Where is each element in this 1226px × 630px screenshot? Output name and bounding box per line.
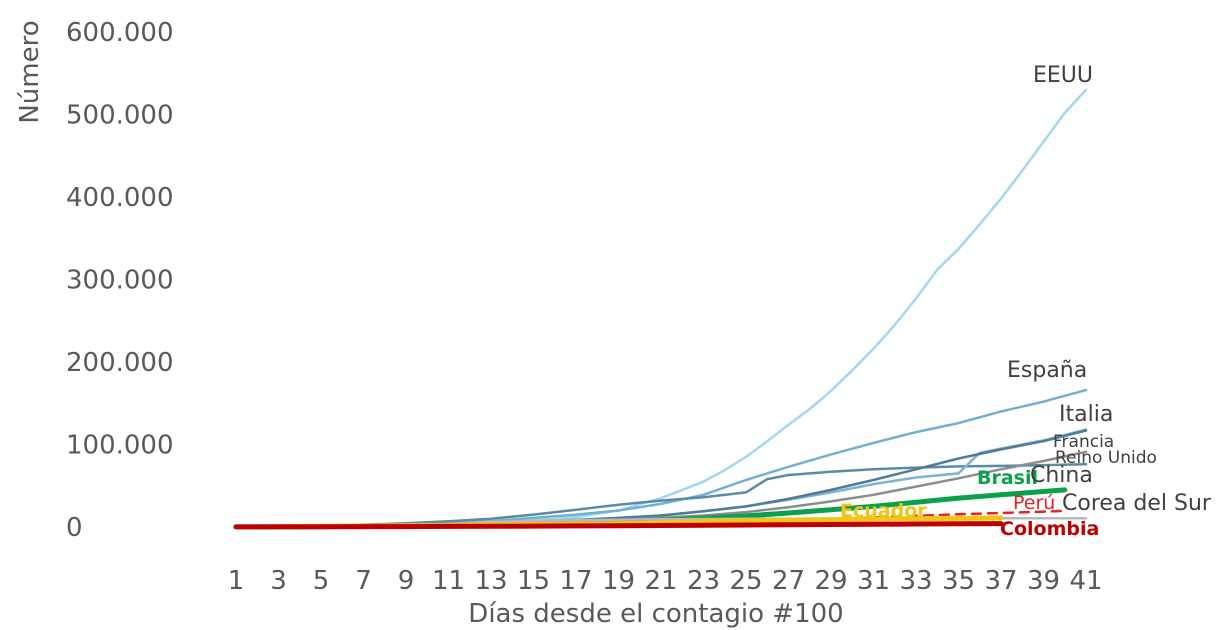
y-axis-ticks: 0 100.000 200.000 300.000 400.000 500.000 600.… <box>66 18 174 543</box>
y-tick-label: 100.000 <box>66 431 174 461</box>
x-tick-label: 3 <box>270 566 287 596</box>
x-tick-label: 7 <box>355 566 372 596</box>
series-label-perú: Perú <box>1013 492 1055 514</box>
x-tick-label: 21 <box>644 566 677 596</box>
x-tick-label: 19 <box>602 566 635 596</box>
x-tick-label: 37 <box>984 566 1017 596</box>
series-label-reino-unido: Reino Unido <box>1055 448 1157 468</box>
x-tick-label: 23 <box>687 566 720 596</box>
series-line-eeuu <box>234 88 1088 529</box>
x-tick-label: 29 <box>814 566 847 596</box>
x-tick-label: 1 <box>228 566 245 596</box>
x-tick-label: 25 <box>729 566 762 596</box>
series-label-francia: Francia <box>1053 432 1114 452</box>
series-label-brasil: Brasil <box>977 467 1038 489</box>
x-tick-label: 31 <box>857 566 890 596</box>
series-label-italia: Italia <box>1059 402 1113 427</box>
x-axis-title: Días desde el contagio #100 <box>468 599 843 629</box>
x-tick-label: 5 <box>313 566 330 596</box>
y-tick-label: 600.000 <box>66 18 174 48</box>
x-tick-label: 39 <box>1027 566 1060 596</box>
x-tick-label: 13 <box>474 566 507 596</box>
series-label-colombia: Colombia <box>1000 518 1099 540</box>
y-tick-label: 200.000 <box>66 348 174 378</box>
x-axis-ticks: 1 3 5 7 9 11 13 15 17 19 21 23 25 27 29 31 33 35 37 39 41 <box>228 566 1103 596</box>
y-tick-label: 300.000 <box>66 266 174 296</box>
x-tick-label: 17 <box>559 566 592 596</box>
y-axis-title: Número <box>15 20 45 123</box>
series-label-ecuador: Ecuador <box>840 500 927 522</box>
series-label-eeuu: EEUU <box>1033 63 1093 88</box>
series-line-italia <box>234 463 1088 529</box>
x-tick-label: 11 <box>432 566 465 596</box>
x-tick-label: 33 <box>899 566 932 596</box>
series-label-china: China <box>1030 463 1093 488</box>
x-tick-label: 15 <box>517 566 550 596</box>
series-label-corea-del-sur: Corea del Sur <box>1062 491 1212 516</box>
y-tick-label: 500.000 <box>66 101 174 131</box>
x-tick-label: 27 <box>772 566 805 596</box>
x-tick-label: 35 <box>942 566 975 596</box>
series-lines <box>233 88 1088 530</box>
series-label-españa: España <box>1007 358 1087 383</box>
series-line-colombia <box>233 521 1004 530</box>
x-tick-label: 9 <box>398 566 415 596</box>
x-tick-label: 41 <box>1069 566 1102 596</box>
y-tick-label: 0 <box>66 513 83 543</box>
y-tick-label: 400.000 <box>66 183 174 213</box>
